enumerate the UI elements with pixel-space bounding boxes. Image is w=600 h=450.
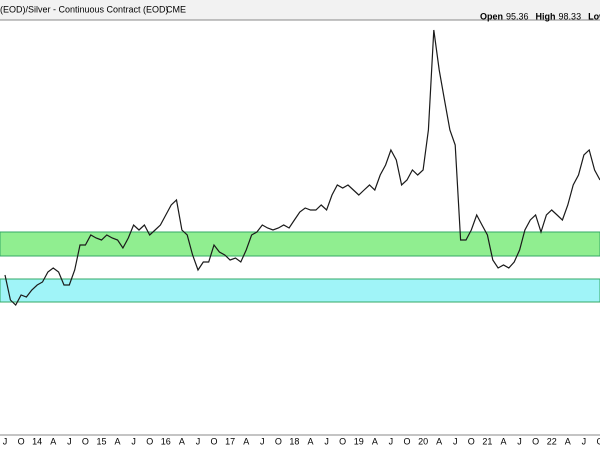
x-tick-label: O: [403, 436, 410, 446]
price-line: [4, 29, 600, 306]
x-tick-label: O: [146, 436, 153, 446]
x-tick-label: J: [3, 436, 8, 446]
x-tick-label: J: [517, 436, 522, 446]
x-tick-label: A: [372, 436, 378, 446]
x-tick-label: J: [196, 436, 201, 446]
x-tick-label: J: [131, 436, 136, 446]
x-tick-label: A: [500, 436, 506, 446]
ohlc-value: 98.33: [559, 11, 582, 21]
zone-band: [0, 231, 600, 257]
x-tick-label: 16: [161, 436, 171, 446]
ohlc-label: Low: [588, 11, 600, 21]
x-tick-label: 15: [96, 436, 106, 446]
x-tick-label: J: [324, 436, 329, 446]
zone-band: [0, 278, 600, 303]
x-tick-label: J: [260, 436, 265, 446]
x-tick-label: A: [565, 436, 571, 446]
x-tick-label: O: [339, 436, 346, 446]
x-tick-label: 21: [482, 436, 492, 446]
chart-title: (EOD)/Silver - Continuous Contract (EOD): [0, 4, 169, 14]
x-tick-label: 14: [32, 436, 42, 446]
x-tick-label: 20: [418, 436, 428, 446]
x-tick-label: 19: [354, 436, 364, 446]
x-tick-label: J: [453, 436, 458, 446]
x-tick-label: A: [115, 436, 121, 446]
ohlc-label: High: [536, 11, 556, 21]
x-tick-label: O: [275, 436, 282, 446]
x-tick-label: O: [18, 436, 25, 446]
x-tick-label: O: [211, 436, 218, 446]
header-bar: [0, 0, 600, 20]
x-tick-label: O: [82, 436, 89, 446]
x-tick-label: 18: [289, 436, 299, 446]
x-tick-label: A: [179, 436, 185, 446]
x-tick-label: O: [468, 436, 475, 446]
x-tick-label: O: [532, 436, 539, 446]
x-tick-label: J: [67, 436, 72, 446]
x-tick-label: A: [436, 436, 442, 446]
x-tick-label: 22: [547, 436, 557, 446]
x-tick-label: A: [50, 436, 56, 446]
x-tick-label: O: [596, 436, 600, 446]
x-tick-label: J: [389, 436, 394, 446]
x-tick-label: A: [243, 436, 249, 446]
x-tick-label: 17: [225, 436, 235, 446]
ohlc-value: 95.36: [506, 11, 529, 21]
x-tick-label: A: [308, 436, 314, 446]
ohlc-label: Open: [480, 11, 503, 21]
x-tick-label: J: [582, 436, 587, 446]
exchange: CME: [166, 4, 186, 14]
